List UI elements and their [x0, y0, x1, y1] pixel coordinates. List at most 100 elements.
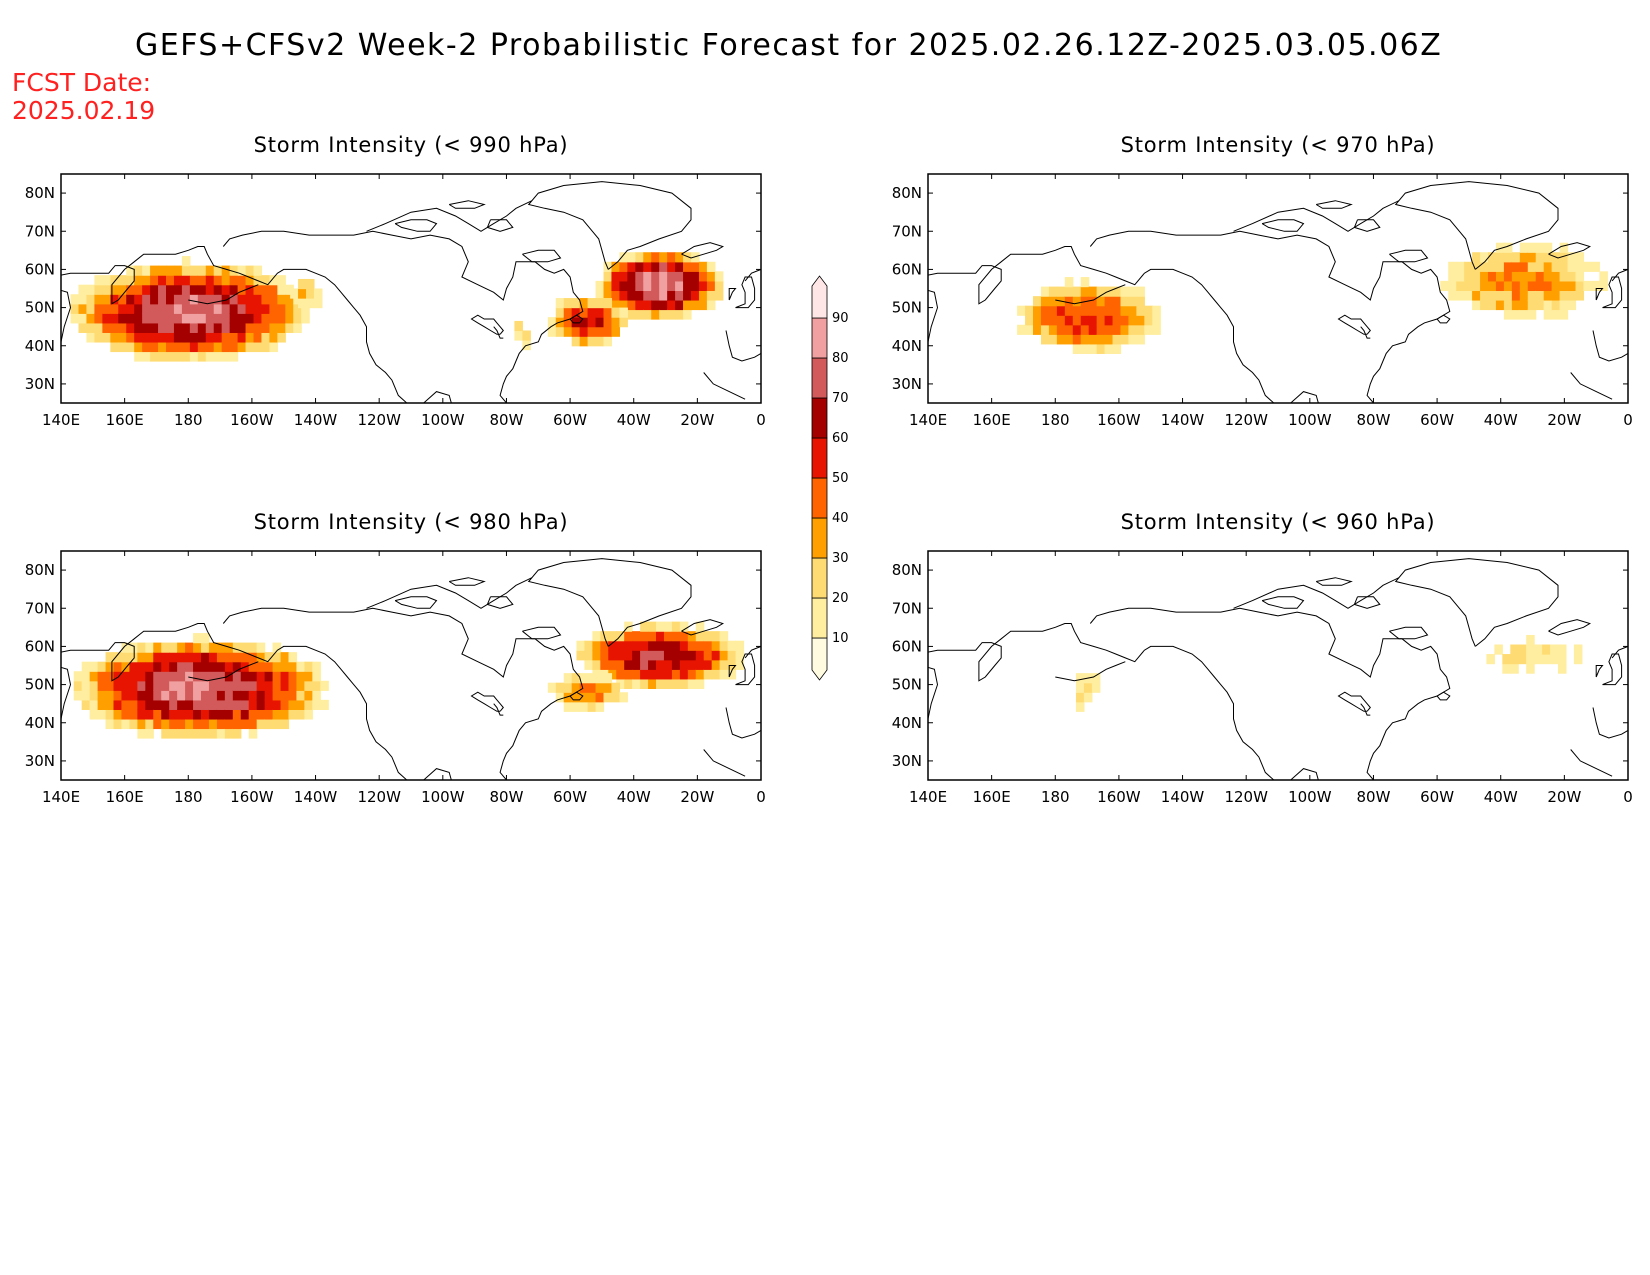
probability-cell: [142, 332, 151, 343]
probability-cell: [1072, 305, 1082, 316]
probability-cell: [102, 275, 111, 286]
probability-cell: [193, 642, 202, 653]
probability-cell: [193, 671, 202, 682]
probability-cell: [579, 682, 589, 693]
probability-cell: [150, 275, 159, 286]
probability-cell: [197, 313, 207, 324]
probability-cell: [603, 307, 613, 318]
probability-cell: [1136, 296, 1145, 307]
probability-cell: [1048, 315, 1058, 326]
probability-cell: [173, 313, 183, 324]
probability-cell: [142, 303, 151, 314]
probability-cell: [232, 709, 242, 720]
probability-cell: [1048, 296, 1058, 307]
probability-cell: [1535, 280, 1545, 292]
probability-cell: [153, 671, 162, 682]
probability-cell: [118, 341, 127, 353]
coastline-segment: [493, 326, 504, 339]
probability-cell: [611, 261, 620, 272]
probability-cell: [651, 299, 660, 311]
coastline-segment: [1360, 703, 1371, 716]
probability-cell: [304, 661, 313, 672]
probability-cell: [1136, 286, 1145, 297]
probability-cell: [245, 294, 255, 305]
probability-cell: [592, 640, 601, 651]
probability-cell: [288, 699, 298, 710]
lon-label: 120W: [1224, 788, 1268, 806]
probability-cell: [248, 718, 258, 730]
probability-cell: [81, 699, 91, 710]
probability-cell: [237, 332, 247, 343]
probability-cell: [703, 669, 713, 680]
probability-cell: [89, 671, 99, 682]
lat-label: 40N: [25, 337, 55, 355]
lon-label: 20W: [680, 788, 714, 806]
panel-title: Storm Intensity (< 990 hPa): [254, 133, 569, 157]
probability-cell: [1599, 271, 1608, 282]
probability-cell: [1033, 324, 1042, 335]
probability-cell: [105, 652, 115, 663]
map-frame: [60, 173, 762, 404]
probability-cell: [213, 294, 223, 305]
probability-cell: [118, 284, 127, 295]
probability-cell: [145, 709, 154, 720]
coastline-segment: [1233, 577, 1400, 609]
probability-cell: [663, 631, 673, 642]
probability-cell: [1080, 324, 1090, 335]
probability-cell: [208, 709, 218, 720]
axis-ticks: 140E 160E 180 160W 140W 120W 100W 80W 60W 40W 20W 0…: [25, 551, 766, 806]
probability-cell: [1503, 290, 1513, 301]
probability-cell: [627, 271, 636, 282]
probability-cell: [1456, 261, 1465, 272]
probability-cell: [158, 351, 167, 362]
probability-cell: [1080, 334, 1090, 345]
lon-label: 80W: [489, 788, 523, 806]
probability-cell: [1448, 271, 1457, 282]
probability-cell: [312, 699, 321, 710]
probability-cell: [89, 661, 99, 672]
probability-cell: [735, 640, 745, 651]
probability-cell: [166, 303, 175, 314]
probability-cell: [616, 669, 625, 680]
probability-cell: [185, 680, 194, 691]
probability-cell: [118, 303, 127, 314]
probability-cell: [611, 307, 620, 318]
probability-cell: [1511, 252, 1521, 263]
coastline-segment: [725, 330, 761, 362]
probability-cell: [169, 642, 178, 653]
probability-cell: [237, 265, 247, 276]
probability-cell: [571, 701, 581, 712]
probability-cell: [1112, 315, 1122, 326]
probability-cell: [237, 294, 247, 305]
probability-cell: [89, 680, 99, 691]
probability-cell: [158, 332, 167, 343]
probability-cell: [201, 652, 210, 663]
probability-cell: [201, 633, 210, 644]
probability-cell: [1575, 252, 1585, 263]
coastline-segment: [1570, 372, 1613, 400]
probability-cell: [118, 322, 127, 333]
probability-cell: [1448, 280, 1457, 292]
probability-cell: [245, 341, 255, 353]
probability-cell: [1072, 296, 1082, 307]
probability-cell: [193, 709, 202, 720]
probability-cell: [1056, 305, 1066, 316]
probability-cell: [579, 298, 589, 309]
probability-cell: [137, 718, 146, 730]
probability-cell: [134, 313, 143, 324]
main-title: GEFS+CFSv2 Week-2 Probabilistic Forecast…: [135, 28, 1443, 63]
probability-cell: [189, 322, 199, 333]
probability-cell: [145, 642, 154, 653]
probability-cell: [703, 631, 713, 642]
probability-cell: [1088, 296, 1098, 307]
probability-cell: [563, 701, 573, 712]
probability-cell: [719, 631, 729, 642]
probability-cell: [118, 332, 127, 343]
probability-cell: [177, 709, 186, 720]
probability-cell: [635, 309, 644, 320]
probability-cell: [166, 294, 175, 305]
probability-cell: [667, 299, 676, 311]
probability-cell: [1096, 296, 1106, 307]
probability-cell: [1488, 290, 1497, 301]
probability-cell: [663, 659, 673, 670]
